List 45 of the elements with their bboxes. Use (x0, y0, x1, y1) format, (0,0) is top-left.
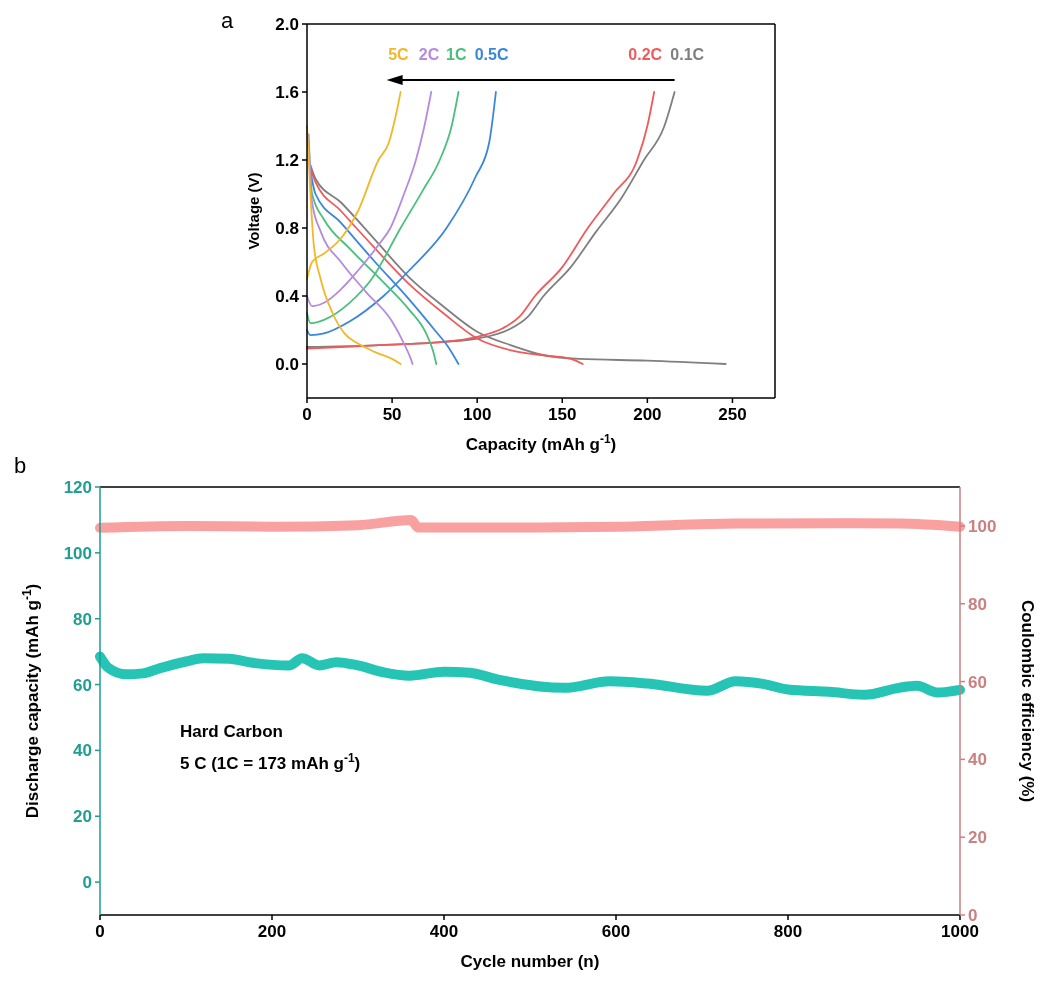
annotation: 5 C (1C = 173 mAh g$^{-1}$) (180, 751, 361, 774)
y2-tick-label: 80 (968, 594, 987, 614)
x-axis-title: Capacity (mAh g$^{-1}$) (465, 432, 617, 454)
y-tick-label: 60 (73, 675, 92, 695)
x-tick-label: 400 (429, 922, 459, 941)
x-tick-label: 1000 (941, 922, 979, 941)
y2-tick-label: 40 (968, 750, 987, 770)
x-tick-label: 200 (257, 922, 287, 941)
x-axis-title: Cycle number (n) (460, 952, 600, 971)
x-tick-label: 150 (548, 405, 577, 424)
chart-title: b (14, 453, 27, 478)
annotation: Hard Carbon (180, 722, 283, 742)
y2-axis-title: Coulombic efficiency (%) (1018, 599, 1037, 803)
y-tick-label: 120 (63, 478, 92, 497)
x-tick-label: 0 (95, 922, 105, 941)
series-label: 1C (446, 45, 467, 63)
series-label: 2C (418, 45, 440, 63)
series-label: 0.2C (628, 45, 663, 63)
x-tick-label: 600 (601, 922, 631, 941)
y-tick-label: 40 (73, 741, 92, 761)
series-label: 0.1C (670, 45, 705, 63)
y2-tick-label: 20 (968, 828, 987, 848)
x-tick-label: 250 (718, 405, 747, 424)
y-tick-label: 0.8 (275, 219, 299, 238)
y-tick-label: 0.0 (275, 355, 299, 374)
y-axis-title: Voltage (V) (245, 172, 262, 250)
y2-tick-label: 100 (968, 516, 997, 536)
y-tick-label: 0 (82, 873, 92, 893)
y-tick-label: 80 (73, 609, 92, 629)
text: 0.5C (474, 45, 509, 63)
chart-title: a (221, 8, 234, 33)
x-tick-label: 0 (302, 405, 312, 424)
series-label: 5C (388, 45, 410, 63)
y-tick-label: 1.6 (275, 83, 299, 102)
x-tick-label: 200 (633, 405, 662, 424)
x-tick-label: 800 (773, 922, 803, 941)
y-tick-label: 0.4 (275, 287, 300, 306)
y-tick-label: 20 (73, 807, 92, 827)
x-tick-label: 50 (382, 405, 402, 424)
y-tick-label: 100 (63, 543, 92, 563)
x-tick-label: 100 (462, 405, 492, 424)
y2-tick-label: 60 (968, 672, 987, 692)
y2-tick-label: 0 (968, 906, 978, 925)
y-tick-label: 1.2 (275, 151, 299, 170)
y-tick-label: 2.0 (275, 15, 299, 34)
